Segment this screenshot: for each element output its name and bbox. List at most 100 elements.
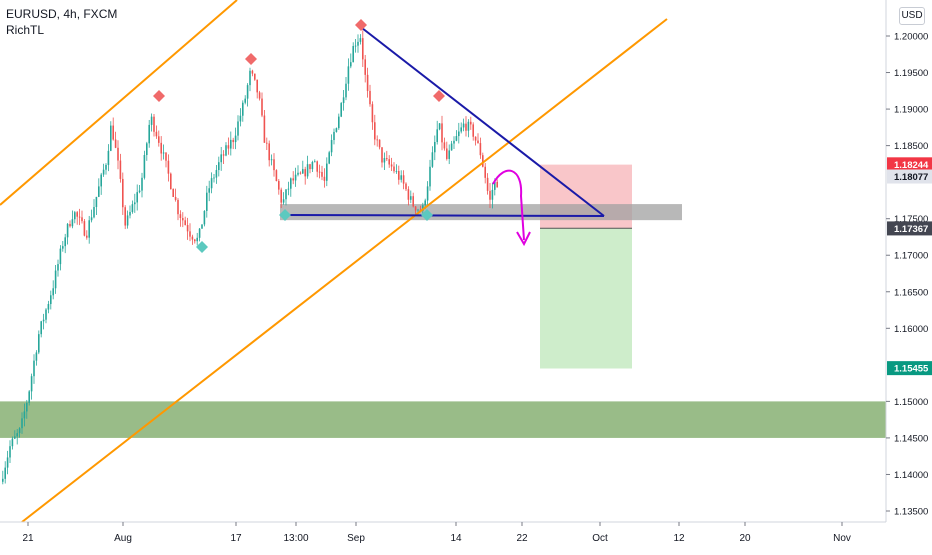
candle-body (237, 121, 239, 135)
candle (170, 172, 172, 189)
candle-body (98, 186, 100, 196)
candle (72, 211, 74, 229)
candle-body (180, 214, 182, 218)
candle-body (199, 229, 201, 238)
price-label: 1.18077 (887, 170, 932, 184)
candle (129, 206, 131, 219)
candle (396, 164, 398, 174)
candle-body (415, 206, 417, 210)
candle-body (55, 271, 57, 289)
candle (40, 321, 42, 338)
candle (441, 116, 443, 150)
candle-body (381, 147, 383, 162)
candle-body (112, 126, 114, 140)
candle (103, 164, 105, 177)
candle (141, 173, 143, 197)
candle-body (254, 74, 256, 80)
candle (96, 197, 98, 215)
candle-body (249, 71, 251, 85)
candle (288, 182, 290, 195)
candle (470, 117, 472, 130)
candle (216, 165, 218, 184)
candle (122, 173, 124, 215)
candle (91, 210, 93, 223)
symbol-title: EURUSD, 4h, FXCM (6, 6, 117, 22)
candle (319, 165, 321, 179)
candle (117, 140, 119, 169)
candle (211, 172, 213, 193)
candle-body (175, 197, 177, 200)
candle-body (168, 161, 170, 174)
candle-body (31, 376, 33, 391)
candle (444, 138, 446, 151)
candle-body (151, 117, 153, 125)
price-label: 1.17367 (887, 221, 932, 235)
x-tick-label: 22 (516, 533, 528, 544)
candle (487, 173, 489, 195)
candle (249, 68, 251, 91)
candle-body (432, 152, 434, 166)
candle-body (204, 211, 206, 224)
take-profit-zone (540, 228, 632, 368)
candle (434, 136, 436, 161)
candle (144, 151, 146, 180)
candle (290, 177, 292, 196)
candle (43, 314, 45, 330)
candle (304, 167, 306, 185)
candle-body (412, 196, 414, 206)
candle (465, 116, 467, 136)
candle (386, 151, 388, 161)
candle-body (264, 116, 266, 143)
candle-body (429, 167, 431, 187)
candle-body (129, 212, 131, 215)
currency-button[interactable]: USD (899, 7, 925, 25)
candle-body (45, 310, 47, 320)
candle (165, 152, 167, 167)
candle-body (117, 148, 119, 161)
candle-body (120, 161, 122, 179)
candle-body (170, 174, 172, 189)
candle (326, 157, 328, 186)
candle-body (386, 158, 388, 159)
candle-body (319, 172, 321, 173)
candle (254, 74, 256, 81)
candle-body (40, 321, 42, 334)
candle-body (364, 59, 366, 74)
candle (9, 440, 11, 463)
candle-body (290, 178, 292, 188)
candle (175, 189, 177, 202)
candle (247, 83, 249, 106)
candle-body (21, 418, 23, 428)
candle (218, 157, 220, 177)
candle (204, 210, 206, 226)
candle (189, 223, 191, 241)
candle (333, 129, 335, 145)
candle-body (271, 159, 273, 160)
candle-body (79, 217, 81, 218)
candle (343, 90, 345, 111)
candle-body (463, 124, 465, 128)
candle-body (62, 246, 64, 248)
candle-body (26, 403, 28, 412)
candle (410, 191, 412, 204)
candle (208, 181, 210, 201)
candle-body (477, 141, 479, 144)
candle-body (403, 175, 405, 183)
candle (256, 79, 258, 98)
candle (271, 154, 273, 165)
price-axis: 1.200001.195001.190001.185001.175001.170… (886, 0, 932, 550)
candle-body (417, 210, 419, 211)
candle-body (230, 140, 232, 149)
candle-body (136, 192, 138, 202)
candle-body (302, 169, 304, 173)
candle-body (487, 178, 489, 191)
candle (316, 161, 318, 178)
y-tick-label: 1.16500 (894, 287, 928, 298)
candle (153, 114, 155, 136)
candle-body (127, 215, 129, 225)
candle (266, 138, 268, 150)
candle-body (480, 143, 482, 155)
candle (472, 122, 474, 140)
